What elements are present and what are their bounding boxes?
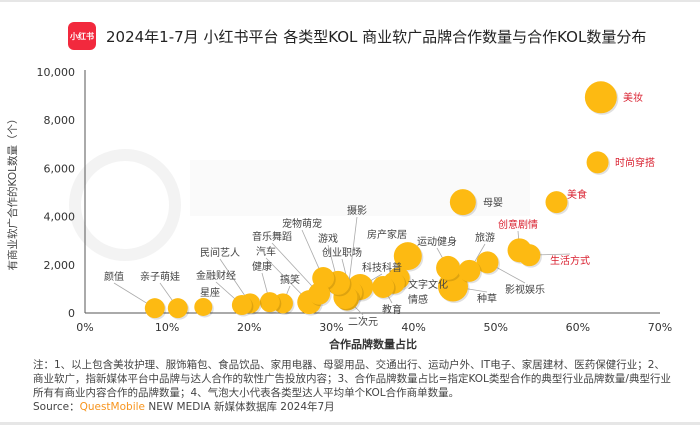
bubble-母婴 bbox=[449, 189, 476, 216]
notes-text: 注：1、以上包含美妆护理、服饰箱包、食品饮品、家用电器、母婴用品、交通出行、运动… bbox=[33, 359, 671, 399]
source-line: Source：QuestMobile NEW MEDIA 新媒体数据库 2024… bbox=[33, 400, 673, 414]
y-tick-label: 10,000 bbox=[37, 66, 76, 79]
bubble-label: 游戏 bbox=[318, 232, 338, 245]
bubble-label: 情感 bbox=[408, 293, 428, 306]
bubble-label: 创意剧情 bbox=[498, 218, 538, 231]
leader-line bbox=[271, 242, 320, 294]
bubble-label: 宠物萌宠 bbox=[282, 217, 322, 230]
bubble-label: 金融财经 bbox=[196, 269, 236, 282]
bubble-label: 房产家居 bbox=[367, 228, 407, 241]
page-title: 2024年1-7月 小红书平台 各类型KOL 商业软广品牌合作数量与合作KOL数… bbox=[106, 28, 647, 46]
bubble-label: 汽车 bbox=[256, 245, 276, 258]
bubble-label: 颜值 bbox=[104, 270, 124, 283]
bubble-label: 时尚穿搭 bbox=[615, 156, 655, 169]
bubble-label: 亲子萌娃 bbox=[140, 270, 180, 283]
source-label: Source： bbox=[33, 401, 80, 413]
bubble-label: 摄影 bbox=[347, 204, 367, 217]
bubble-运动健身 bbox=[436, 255, 461, 280]
bubble-label: 教育 bbox=[382, 303, 402, 316]
source-brand: QuestMobile bbox=[79, 401, 145, 413]
footnotes: 注：1、以上包含美妆护理、服饰箱包、食品饮品、家用电器、母婴用品、交通出行、运动… bbox=[33, 358, 673, 414]
x-tick-label: 50% bbox=[483, 321, 507, 334]
y-tick-label: 8,000 bbox=[44, 114, 76, 127]
bubble-label: 文字文化 bbox=[408, 278, 448, 291]
bubble-label: 健康 bbox=[252, 260, 272, 273]
bubble-chart: 0% 10% 20% 30% 40% 50% 60% 70% 0 2,000 4,000 6,000 8… bbox=[6, 66, 672, 351]
bubble-label: 二次元 bbox=[348, 315, 378, 328]
bottom-divider bbox=[0, 422, 700, 425]
x-axis-label: 合作品牌数量占比 bbox=[329, 337, 417, 351]
x-tick-label: 20% bbox=[237, 321, 261, 334]
y-tick-label: 6,000 bbox=[44, 162, 76, 175]
bubble-生活方式 bbox=[518, 244, 541, 267]
y-tick-label: 0 bbox=[68, 307, 75, 320]
x-tick-label: 60% bbox=[566, 321, 590, 334]
source-rest: NEW MEDIA 新媒体数据库 2024年7月 bbox=[145, 401, 335, 413]
bubble-label: 搞笑 bbox=[280, 273, 300, 286]
bubble-颜值 bbox=[144, 298, 165, 319]
bubble-label: 创业职场 bbox=[322, 246, 362, 259]
bubble-美妆 bbox=[584, 81, 617, 114]
logo-text: 小红书 bbox=[70, 31, 94, 41]
bubble-亲子萌娃 bbox=[167, 298, 188, 319]
bubble-时尚穿搭 bbox=[586, 151, 609, 174]
bubble-label: 民间艺人 bbox=[200, 246, 240, 259]
bubble-label: 美妆 bbox=[623, 91, 643, 104]
y-tick-label: 4,000 bbox=[44, 211, 76, 224]
x-tick-label: 70% bbox=[648, 321, 672, 334]
bubble-教育 bbox=[372, 275, 395, 298]
bubble-label: 影视娱乐 bbox=[505, 283, 545, 296]
bubble-label: 种草 bbox=[477, 292, 497, 305]
bubble-label: 科技科普 bbox=[362, 261, 402, 274]
x-tick-label: 30% bbox=[319, 321, 343, 334]
bubble-美食 bbox=[545, 191, 568, 214]
bubble-星座 bbox=[194, 297, 213, 316]
bubble-label: 生活方式 bbox=[550, 254, 590, 267]
bubble-金融财经 bbox=[231, 295, 252, 316]
x-tick-label: 0% bbox=[76, 321, 93, 334]
top-divider bbox=[0, 0, 700, 2]
bubble-label: 星座 bbox=[200, 286, 220, 299]
xiaohongshu-logo: 小红书 bbox=[68, 22, 96, 50]
y-axis-label: 有商业软广合作的KOL数量（个） bbox=[6, 114, 19, 271]
bubble-label: 音乐舞蹈 bbox=[252, 230, 292, 243]
bubble-label: 母婴 bbox=[483, 197, 503, 209]
bubble-旅游 bbox=[458, 259, 481, 282]
bubble-健康 bbox=[259, 292, 280, 313]
bubble-label: 旅游 bbox=[475, 231, 495, 244]
y-tick-label: 2,000 bbox=[44, 259, 76, 272]
bubble-房产家居 bbox=[393, 242, 422, 271]
x-tick-label: 10% bbox=[155, 321, 179, 334]
bubble-label: 运动健身 bbox=[417, 235, 457, 248]
x-tick-label: 40% bbox=[401, 321, 425, 334]
bubble-影视娱乐 bbox=[476, 251, 499, 274]
bubble-音乐舞蹈 bbox=[308, 282, 331, 305]
watermark-logo-ring bbox=[69, 149, 181, 261]
bubble-label: 美食 bbox=[567, 188, 587, 201]
